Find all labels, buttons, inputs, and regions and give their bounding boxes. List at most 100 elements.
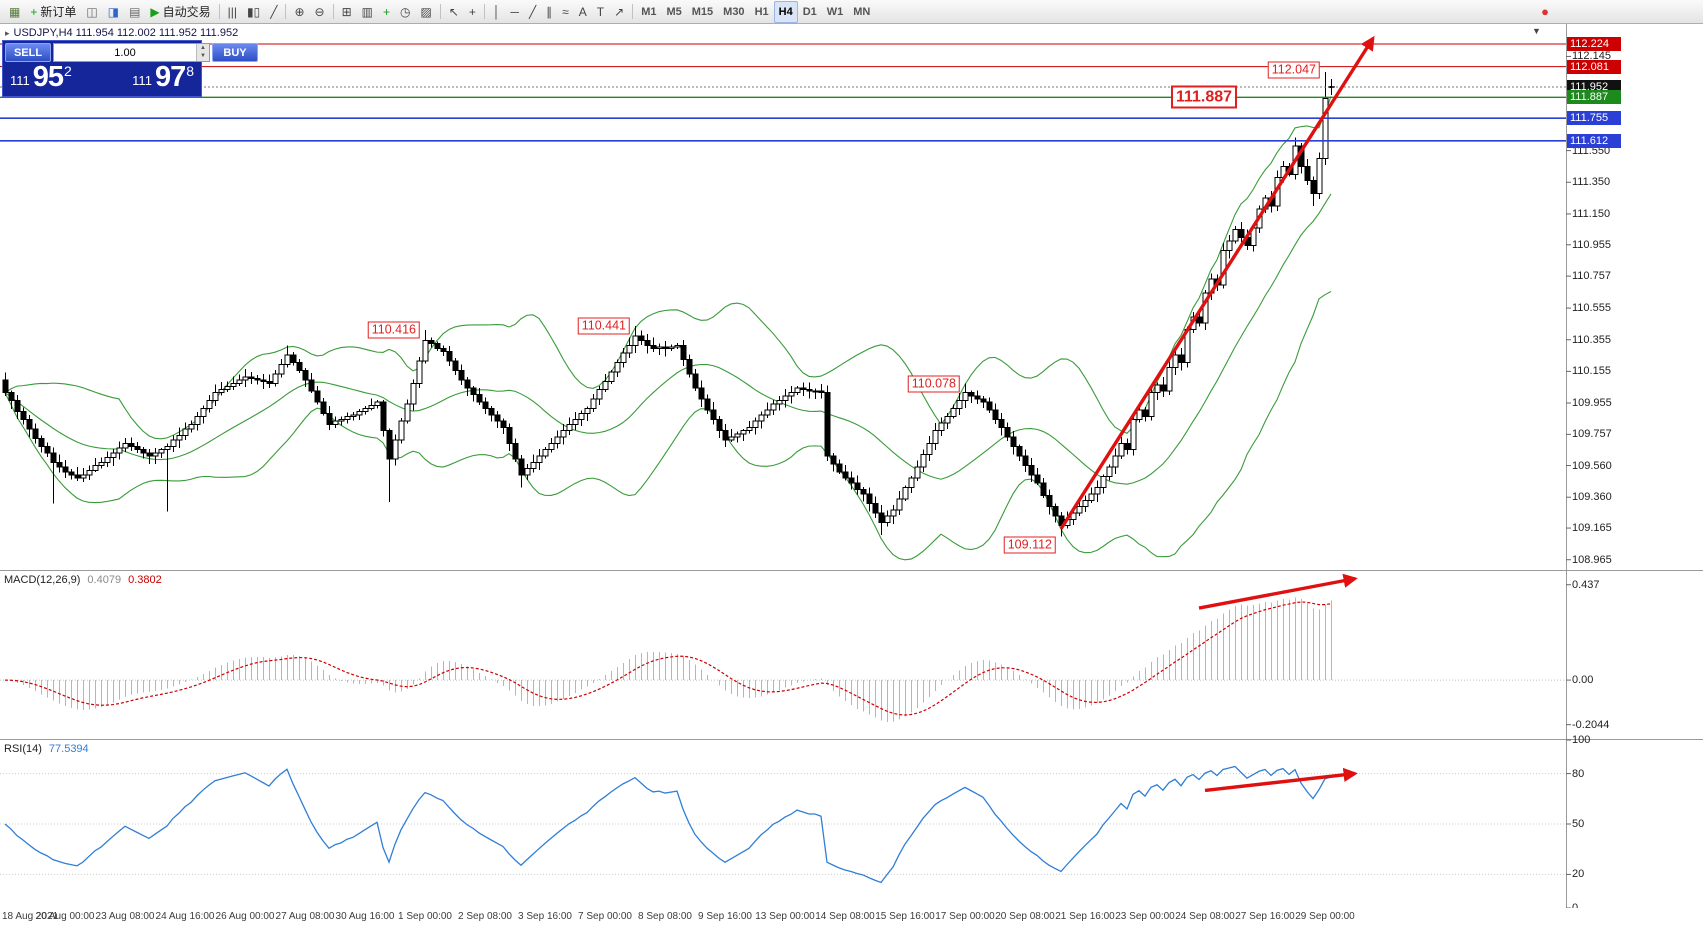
main-toolbar: ▦ + 新订单 ◫ ◨ ▤ ▶ 自动交易 ||| ▮▯ ╱ ⊕ ⊖ ⊞ ▥ + ◷ ▨ ↖ + │ ─ ╱ ∥ ≈ A T ↗ M1 M5… xyxy=(0,0,1703,24)
volume-input[interactable] xyxy=(54,44,196,61)
new-chart-button[interactable]: ▦ xyxy=(4,1,25,23)
indicators-button[interactable]: + xyxy=(378,1,395,23)
price-scale[interactable]: 112.145 111.550 111.350 111.150 110.955 110.7… xyxy=(1566,24,1703,914)
buy-price-sup: 8 xyxy=(186,63,194,79)
timeframe-m15-button[interactable]: M15 xyxy=(691,5,714,18)
macd-scale-tick: -0.2044 xyxy=(1572,718,1610,731)
toolbar-separator xyxy=(483,4,485,19)
zoom-in-button[interactable]: ⊕ xyxy=(289,1,309,23)
candlestick-chart-button[interactable]: ▮▯ xyxy=(242,1,265,23)
timeframe-w1-button[interactable]: W1 xyxy=(826,5,844,18)
text-button[interactable]: A xyxy=(574,1,592,23)
price-scale-tick: 111.150 xyxy=(1572,207,1611,220)
horizontal-line-button[interactable]: ─ xyxy=(505,1,524,23)
templates-icon: ▨ xyxy=(420,4,432,19)
date-axis-label: 13 Sep 00:00 xyxy=(755,911,815,922)
vertical-line-icon: │ xyxy=(492,4,501,19)
data-window-icon: ▤ xyxy=(129,4,141,19)
price-label[interactable]: 110.441 xyxy=(577,317,630,335)
trendline-button[interactable]: ╱ xyxy=(524,1,541,23)
candlestick-chart-icon: ▮▯ xyxy=(247,4,261,19)
arrows-button[interactable]: ↗ xyxy=(609,1,629,23)
volume-spinner: ▲ ▼ xyxy=(196,44,209,61)
price-label[interactable]: 109.112 xyxy=(1003,536,1056,554)
cursor-icon: ↖ xyxy=(448,4,459,19)
price-label[interactable]: 110.416 xyxy=(367,321,420,339)
label-icon: T xyxy=(596,4,605,19)
periods-button[interactable]: ◷ xyxy=(395,1,415,23)
tile-windows-button[interactable]: ▥ xyxy=(357,1,378,23)
crosshair-button[interactable]: + xyxy=(464,1,481,23)
toolbar-separator xyxy=(285,4,287,19)
bar-chart-button[interactable]: ||| xyxy=(223,1,242,23)
timeframe-m30-button[interactable]: M30 xyxy=(723,5,745,18)
zoom-in-icon: ⊕ xyxy=(294,4,305,19)
zoom-out-button[interactable]: ⊖ xyxy=(310,1,330,23)
channel-button[interactable]: ∥ xyxy=(541,1,557,23)
buy-button[interactable]: BUY xyxy=(212,43,258,62)
cursor-button[interactable]: ↖ xyxy=(444,1,464,23)
autotrading-button[interactable]: ▶ 自动交易 xyxy=(145,1,215,23)
new-order-button[interactable]: + 新订单 xyxy=(25,1,81,23)
panel-splitter[interactable] xyxy=(0,568,1703,573)
chart-windows-icon[interactable]: ◫ xyxy=(81,1,102,23)
volume-up-button[interactable]: ▲ xyxy=(200,45,206,51)
toolbar-separator xyxy=(332,4,334,19)
alert-icon[interactable]: ● xyxy=(1541,4,1549,19)
date-axis-label: 20 Sep 08:00 xyxy=(995,911,1055,922)
date-axis-label: 1 Sep 00:00 xyxy=(398,911,452,922)
timeframe-m1-button[interactable]: M1 xyxy=(641,5,657,18)
date-axis-label: 20 Aug 00:00 xyxy=(35,911,95,922)
line-chart-icon: ╱ xyxy=(270,4,278,19)
price-scale-box: 112.081 xyxy=(1567,59,1621,74)
price-scale-tick: 110.555 xyxy=(1572,302,1611,315)
templates-button[interactable]: ▨ xyxy=(416,1,437,23)
volume-field: ▲ ▼ xyxy=(53,43,210,62)
symbol-info: ▸ USDJPY,H4 111.954 112.002 111.952 111.… xyxy=(5,27,238,39)
vertical-line-button[interactable]: │ xyxy=(488,1,506,23)
one-click-trading-panel: SELL ▲ ▼ BUY 111 95 2 111 97 8 xyxy=(2,40,258,97)
timeframe-m5-button[interactable]: M5 xyxy=(666,5,682,18)
panel-splitter[interactable] xyxy=(0,737,1703,742)
profiles-icon[interactable]: ◨ xyxy=(103,1,124,23)
rsi-scale-tick: 100 xyxy=(1572,734,1591,746)
time-scale[interactable]: 18 Aug 2021 20 Aug 00:00 23 Aug 08:00 24 Au… xyxy=(0,908,1703,928)
timeframe-h4-button[interactable]: H4 xyxy=(773,0,798,23)
symbol-ohlc-text: USDJPY,H4 111.954 112.002 111.952 111.95… xyxy=(13,27,239,39)
label-button[interactable]: T xyxy=(592,1,609,23)
toolbar-separator xyxy=(632,4,634,19)
crosshair-icon: + xyxy=(468,4,476,19)
new-chart-icon: ▦ xyxy=(9,4,21,19)
price-scale-box: 111.887 xyxy=(1567,90,1621,105)
sell-button[interactable]: SELL xyxy=(5,43,51,62)
toolbar-separator xyxy=(439,4,441,19)
grid-button[interactable]: ⊞ xyxy=(337,1,357,23)
date-axis-label: 23 Sep 00:00 xyxy=(1115,911,1175,922)
date-axis-label: 15 Sep 16:00 xyxy=(875,911,935,922)
date-axis-label: 27 Sep 16:00 xyxy=(1235,911,1295,922)
price-scale-tick: 110.355 xyxy=(1572,333,1611,346)
timeframe-mn-button[interactable]: MN xyxy=(853,5,871,18)
price-label[interactable]: 111.887 xyxy=(1171,85,1238,109)
date-axis-label: 18 Aug 2021 xyxy=(2,911,59,922)
zoom-out-icon: ⊖ xyxy=(314,4,325,19)
timeframe-d1-button[interactable]: D1 xyxy=(802,5,817,18)
fibonacci-button[interactable]: ≈ xyxy=(557,1,574,23)
price-label[interactable]: 110.078 xyxy=(907,375,960,393)
timeframe-h1-button[interactable]: H1 xyxy=(754,5,769,18)
buy-price-big: 97 xyxy=(154,61,186,93)
price-scale-tick: 109.165 xyxy=(1572,522,1612,535)
volume-down-button[interactable]: ▼ xyxy=(200,53,206,59)
rsi-scale-tick: 50 xyxy=(1572,818,1585,830)
rsi-name: RSI(14) xyxy=(4,743,42,755)
price-label[interactable]: 112.047 xyxy=(1267,61,1320,79)
date-axis-label: 2 Sep 08:00 xyxy=(458,911,512,922)
macd-main-value: 0.4079 xyxy=(87,574,122,586)
line-chart-button[interactable]: ╱ xyxy=(265,1,282,23)
price-scale-tick: 109.360 xyxy=(1572,491,1612,504)
new-order-icon: + xyxy=(30,4,38,19)
data-window-icon[interactable]: ▤ xyxy=(124,1,145,23)
